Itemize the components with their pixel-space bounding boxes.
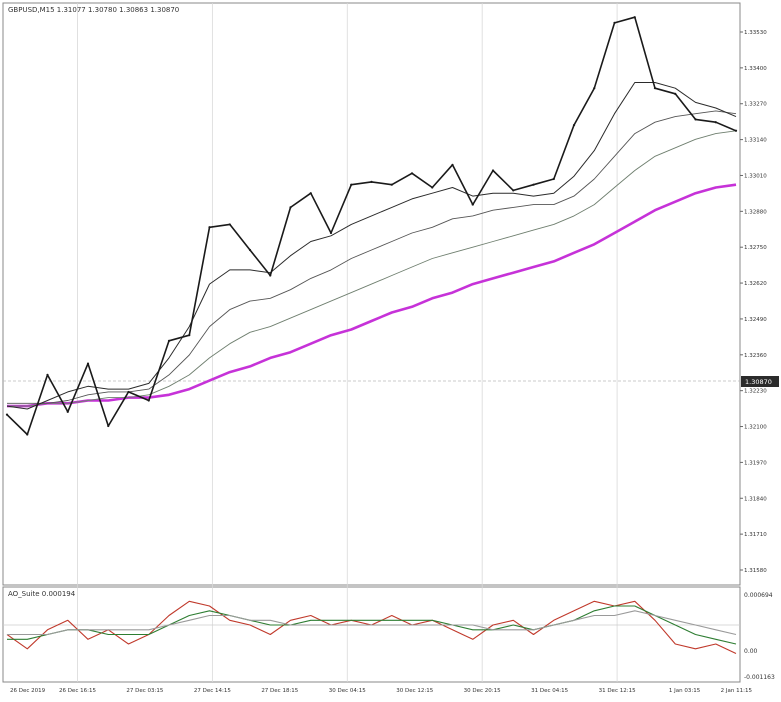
price-point [552, 177, 555, 181]
price-tick-label: 1.31970 [744, 460, 767, 466]
price-tick-label: 1.33270 [744, 102, 767, 108]
price-series-group [5, 16, 738, 436]
price-tick-label: 1.32620 [744, 281, 767, 287]
indicator-scale-mid: 0.00 [744, 648, 758, 655]
time-tick-label: 2 Jan 11:15 [721, 688, 753, 694]
price-point [66, 410, 69, 413]
ma-long-line [7, 130, 737, 407]
price-point [289, 206, 292, 209]
price-axis: 1.33530 1.33400 1.33270 1.33140 1.33010 1.328… [740, 30, 767, 574]
price-point [208, 226, 211, 229]
current-price-marker [741, 376, 779, 387]
price-point [512, 189, 515, 192]
price-point [5, 413, 9, 416]
price-point [572, 123, 576, 127]
time-tick-label: 30 Dec 04:15 [329, 688, 366, 694]
price-tick-label: 1.33400 [744, 66, 767, 72]
price-point [127, 390, 130, 394]
time-tick-label: 1 Jan 03:15 [669, 688, 701, 694]
price-point [248, 248, 252, 252]
indicator-scale-bottom: -0.001163 [744, 674, 775, 681]
grid [3, 3, 740, 682]
price-point [46, 373, 49, 377]
price-point [107, 424, 110, 428]
indicator-header: AO_Suite 0.000194 [8, 590, 76, 598]
price-point [734, 129, 738, 132]
time-tick-label: 30 Dec 20:15 [464, 688, 501, 694]
price-point [410, 172, 414, 175]
price-tick-label: 1.33010 [744, 173, 767, 179]
time-tick-label: 26 Dec 16:15 [59, 688, 96, 694]
price-point [431, 186, 434, 189]
price-point [674, 92, 677, 95]
price-point [188, 334, 191, 337]
indicator-scale-top: 0.000694 [744, 592, 773, 599]
time-tick-label: 27 Dec 18:15 [261, 688, 298, 694]
price-point [471, 203, 474, 206]
time-tick-label: 27 Dec 03:15 [126, 688, 163, 694]
price-point [86, 362, 90, 365]
price-tick-label: 1.31710 [744, 532, 767, 538]
price-point [714, 121, 717, 124]
price-point [309, 192, 312, 195]
price-point [532, 183, 535, 186]
price-point [633, 16, 636, 19]
price-tick-label: 1.32750 [744, 245, 767, 251]
oscillator-series-group [3, 600, 740, 654]
price-tick-label: 1.31840 [744, 496, 767, 502]
price-point [370, 180, 373, 183]
price-point [329, 231, 333, 235]
price-point [390, 183, 393, 186]
current-price-label: 1.30870 [745, 378, 772, 386]
price-tick-label: 1.32880 [744, 209, 767, 215]
price-point [694, 118, 697, 121]
time-tick-label: 31 Dec 12:15 [599, 688, 636, 694]
price-tick-label: 1.32100 [744, 425, 767, 431]
price-point [147, 399, 150, 402]
price-tick-label: 1.32490 [744, 317, 767, 323]
price-tick-label: 1.33530 [744, 30, 767, 36]
time-tick-label: 26 Dec 2019 [10, 688, 46, 694]
price-point [451, 163, 454, 166]
price-point [653, 87, 657, 90]
price-tick-label: 1.33140 [744, 138, 767, 144]
time-axis: 26 Dec 2019 26 Dec 16:15 27 Dec 03:15 27 De… [10, 688, 752, 694]
price-point [491, 169, 495, 172]
price-tick-label: 1.31580 [744, 568, 767, 574]
price-point [269, 274, 272, 277]
price-tick-label: 1.32230 [744, 389, 767, 395]
oscillator-signal-line [7, 605, 737, 645]
price-point [593, 87, 596, 90]
time-tick-label: 30 Dec 12:15 [396, 688, 433, 694]
time-tick-label: 31 Dec 04:15 [531, 688, 568, 694]
price-point [167, 339, 171, 342]
price-tick-label: 1.32360 [744, 353, 767, 359]
price-point [26, 433, 29, 436]
time-tick-label: 27 Dec 14:15 [194, 688, 231, 694]
price-point [228, 223, 231, 226]
symbol-header: GBPUSD,M15 1.31077 1.30780 1.30863 1.308… [8, 6, 179, 14]
oscillator-slow-line [7, 610, 737, 636]
price-point [350, 183, 353, 186]
price-point [613, 21, 616, 24]
ma-fast-line [6, 82, 737, 410]
